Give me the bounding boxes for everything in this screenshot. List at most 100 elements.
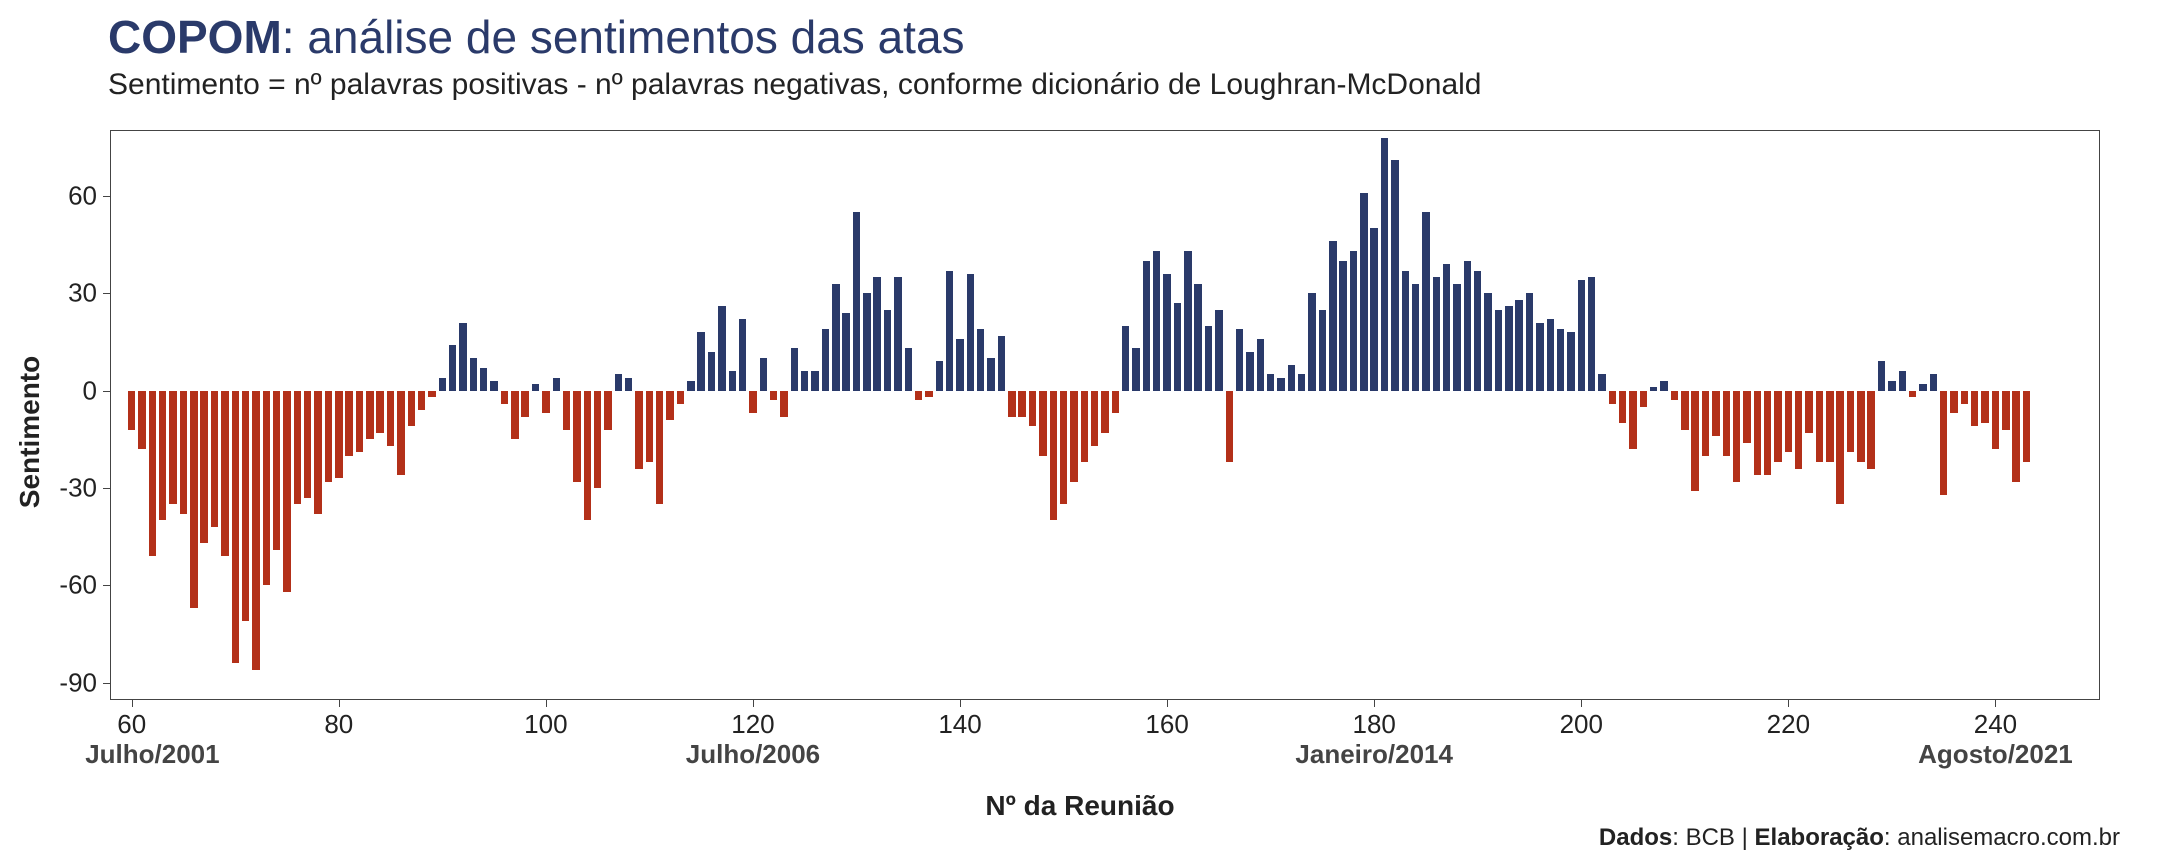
bar bbox=[967, 274, 974, 391]
bar bbox=[956, 339, 963, 391]
bar bbox=[1526, 293, 1533, 390]
bar bbox=[1754, 391, 1761, 475]
bar bbox=[470, 358, 477, 390]
bar bbox=[1184, 251, 1191, 391]
x-tick-mark bbox=[1788, 699, 1789, 707]
bar bbox=[1847, 391, 1854, 453]
bar bbox=[2002, 391, 2009, 430]
bar bbox=[1774, 391, 1781, 462]
bar bbox=[1350, 251, 1357, 391]
title-bold: COPOM bbox=[108, 11, 282, 63]
bar bbox=[1981, 391, 1988, 423]
bar bbox=[1712, 391, 1719, 436]
bar bbox=[314, 391, 321, 514]
bar bbox=[1091, 391, 1098, 446]
x-tick-mark bbox=[132, 699, 133, 707]
bar bbox=[1919, 384, 1926, 390]
bar bbox=[739, 319, 746, 390]
bar bbox=[1971, 391, 1978, 427]
x-tick-mark bbox=[753, 699, 754, 707]
bar bbox=[770, 391, 777, 401]
bar bbox=[1246, 352, 1253, 391]
caption-elab-value: : analisemacro.com.br bbox=[1884, 824, 2120, 851]
bar bbox=[252, 391, 259, 670]
bar bbox=[1888, 381, 1895, 391]
bar bbox=[190, 391, 197, 608]
x-tick-mark bbox=[1581, 699, 1582, 707]
bar bbox=[1412, 284, 1419, 391]
bar bbox=[1081, 391, 1088, 462]
x-tick-mark bbox=[339, 699, 340, 707]
bar bbox=[1205, 326, 1212, 391]
bar bbox=[356, 391, 363, 453]
bar bbox=[936, 361, 943, 390]
bar bbox=[1536, 323, 1543, 391]
bar bbox=[1050, 391, 1057, 521]
bar bbox=[1484, 293, 1491, 390]
bar bbox=[1132, 348, 1139, 390]
bar bbox=[1163, 274, 1170, 391]
bar bbox=[666, 391, 673, 420]
bar bbox=[946, 271, 953, 391]
bar bbox=[1122, 326, 1129, 391]
bar bbox=[1505, 306, 1512, 390]
bar bbox=[1308, 293, 1315, 390]
caption-elab-label: Elaboração bbox=[1755, 824, 1884, 851]
bar bbox=[1723, 391, 1730, 456]
x-annotation: Janeiro/2014 bbox=[1295, 739, 1453, 770]
bar bbox=[1629, 391, 1636, 449]
bar bbox=[1681, 391, 1688, 430]
bar bbox=[335, 391, 342, 479]
bar bbox=[1961, 391, 1968, 404]
bar bbox=[211, 391, 218, 527]
bar bbox=[1298, 374, 1305, 390]
bar bbox=[677, 391, 684, 404]
x-annotation: Julho/2001 bbox=[85, 739, 219, 770]
bar bbox=[915, 391, 922, 401]
bar bbox=[1691, 391, 1698, 492]
y-tick-mark bbox=[103, 196, 111, 197]
bar bbox=[221, 391, 228, 557]
y-tick-mark bbox=[103, 683, 111, 684]
bar bbox=[811, 371, 818, 390]
bar bbox=[1857, 391, 1864, 462]
bar bbox=[894, 277, 901, 391]
bar bbox=[1402, 271, 1409, 391]
bar bbox=[1619, 391, 1626, 423]
bar bbox=[490, 381, 497, 391]
y-tick-mark bbox=[103, 585, 111, 586]
y-tick-mark bbox=[103, 293, 111, 294]
bar bbox=[345, 391, 352, 456]
bar bbox=[480, 368, 487, 391]
bar bbox=[1039, 391, 1046, 456]
bar bbox=[1992, 391, 1999, 449]
bar bbox=[791, 348, 798, 390]
bar bbox=[1909, 391, 1916, 397]
bar bbox=[832, 284, 839, 391]
x-annotation: Agosto/2021 bbox=[1918, 739, 2073, 770]
bar bbox=[853, 212, 860, 391]
bar bbox=[1464, 261, 1471, 391]
bar bbox=[1339, 261, 1346, 391]
bar bbox=[1143, 261, 1150, 391]
bar bbox=[1236, 329, 1243, 391]
caption-dados-label: Dados bbox=[1599, 824, 1672, 851]
bar bbox=[884, 310, 891, 391]
bar bbox=[1547, 319, 1554, 390]
bar bbox=[1226, 391, 1233, 462]
bar bbox=[1671, 391, 1678, 401]
bar bbox=[1950, 391, 1957, 414]
bar bbox=[1640, 391, 1647, 407]
bar bbox=[366, 391, 373, 440]
y-tick-mark bbox=[103, 391, 111, 392]
bar bbox=[501, 391, 508, 404]
bar bbox=[1257, 339, 1264, 391]
bar bbox=[925, 391, 932, 397]
bar bbox=[1319, 310, 1326, 391]
bar bbox=[1785, 391, 1792, 453]
bar bbox=[1495, 310, 1502, 391]
chart-caption: Dados: BCB | Elaboração: analisemacro.co… bbox=[1599, 824, 2120, 852]
title-rest: : análise de sentimentos das atas bbox=[282, 11, 965, 63]
bar bbox=[449, 345, 456, 390]
bar bbox=[1391, 160, 1398, 390]
